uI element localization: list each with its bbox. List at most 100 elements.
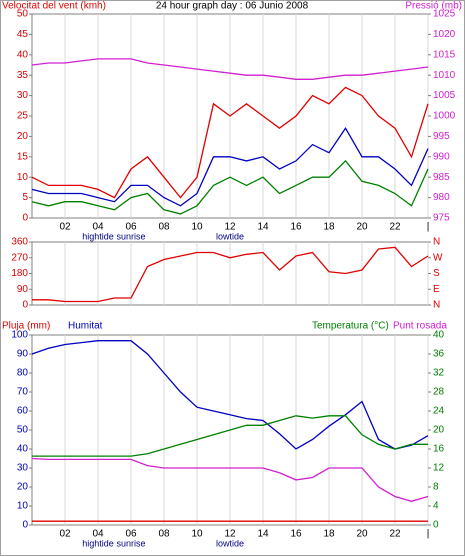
y2-tick-label: 1005 xyxy=(433,90,456,101)
y-tick-label: 180 xyxy=(11,268,28,279)
x-tick-label: 14 xyxy=(257,222,269,233)
x-tick-label: 18 xyxy=(323,222,335,233)
y-tick-label: 20 xyxy=(17,482,29,493)
y-tick-label: 5 xyxy=(22,192,28,203)
series-line xyxy=(31,86,429,199)
series-line xyxy=(31,457,429,502)
x-tick-label: 12 xyxy=(224,529,236,540)
x-tick-label: 20 xyxy=(356,222,368,233)
series-line xyxy=(32,415,428,457)
y-tick-label: 90 xyxy=(17,349,29,360)
x-tick-label: 22 xyxy=(389,222,401,233)
y-tick-label: 80 xyxy=(17,368,29,379)
y-tick-label: 15 xyxy=(17,151,29,162)
y-tick-label: 40 xyxy=(17,49,29,60)
x-tick-label: 04 xyxy=(92,529,104,540)
y2-tick-label: 980 xyxy=(433,192,450,203)
y2-tick-label: 24 xyxy=(433,406,445,417)
axis-label: Velocitat del vent (kmh) xyxy=(2,1,106,12)
x-tick-label: 12 xyxy=(224,222,236,233)
x-tick-label: 10 xyxy=(191,222,203,233)
y2-tick-label: 1000 xyxy=(433,111,456,122)
annotation: hightide xyxy=(82,538,114,548)
y2-tick-label: 985 xyxy=(433,172,450,183)
axis-label: Punt rosada xyxy=(393,321,447,332)
y-tick-label: 0 xyxy=(22,213,28,224)
y-tick-label: 10 xyxy=(17,501,29,512)
x-tick-label: 18 xyxy=(323,529,335,540)
x-tick-label: 06 xyxy=(125,529,137,540)
x-tick-label: 16 xyxy=(290,222,302,233)
annotation: lowtide xyxy=(216,231,244,241)
y-tick-label: 270 xyxy=(11,252,28,263)
y-tick-label: 0 xyxy=(22,520,28,531)
x-tick-label: 08 xyxy=(158,529,170,540)
y-tick-label: 30 xyxy=(17,463,29,474)
series-line xyxy=(32,246,429,303)
y2-tick-label: 20 xyxy=(433,425,445,436)
y-tick-label: 90 xyxy=(17,284,29,295)
y-tick-label: 20 xyxy=(17,131,29,142)
x-tick-label: 02 xyxy=(59,529,71,540)
axis-label: Pressió (mb) xyxy=(405,1,462,12)
x-tick-label: 14 xyxy=(257,529,269,540)
y-tick-label: 35 xyxy=(17,70,29,81)
y2-tick-label: N xyxy=(433,237,440,248)
series-line xyxy=(31,58,429,80)
x-tick-label: 20 xyxy=(356,529,368,540)
y2-tick-label: 36 xyxy=(433,349,445,360)
y-tick-label: 25 xyxy=(17,111,29,122)
annotation: hightide xyxy=(82,231,114,241)
y-tick-label: 70 xyxy=(17,387,29,398)
y2-tick-label: 1010 xyxy=(433,70,456,81)
y2-tick-label: 28 xyxy=(433,387,445,398)
axis-label: Temperatura (°C) xyxy=(312,321,389,332)
y2-tick-label: N xyxy=(433,300,440,311)
x-tick-label: 08 xyxy=(158,222,170,233)
y-tick-label: 40 xyxy=(17,444,29,455)
x-tick-label: 16 xyxy=(290,529,302,540)
y2-tick-label: 1020 xyxy=(433,29,456,40)
series-line xyxy=(31,340,429,450)
x-tick-label: | xyxy=(427,222,430,233)
y2-tick-label: 975 xyxy=(433,213,450,224)
y2-tick-label: 1025 xyxy=(433,9,456,20)
y2-tick-label: 0 xyxy=(433,520,439,531)
y2-tick-label: 990 xyxy=(433,151,450,162)
x-tick-label: 02 xyxy=(59,222,71,233)
y2-tick-label: 16 xyxy=(433,444,445,455)
y2-tick-label: W xyxy=(433,252,443,263)
x-tick-label: | xyxy=(427,529,430,540)
y-tick-label: 50 xyxy=(17,9,29,20)
y2-tick-label: 12 xyxy=(433,463,445,474)
y2-tick-label: 40 xyxy=(433,330,445,341)
y-tick-label: 45 xyxy=(17,29,29,40)
annotation: lowtide xyxy=(216,538,244,548)
y2-tick-label: S xyxy=(433,268,440,279)
y2-tick-label: 4 xyxy=(433,501,439,512)
y-tick-label: 0 xyxy=(22,300,28,311)
y-tick-label: 100 xyxy=(11,330,28,341)
y-tick-label: 360 xyxy=(11,237,28,248)
x-tick-label: 06 xyxy=(125,222,137,233)
annotation: sunrise xyxy=(116,231,145,241)
y-tick-label: 60 xyxy=(17,406,29,417)
y2-tick-label: 1015 xyxy=(433,49,456,60)
x-tick-label: 10 xyxy=(191,529,203,540)
y-tick-label: 30 xyxy=(17,90,29,101)
series-line xyxy=(31,159,429,215)
y2-tick-label: 8 xyxy=(433,482,439,493)
x-tick-label: 22 xyxy=(389,529,401,540)
y2-tick-label: 995 xyxy=(433,131,450,142)
y-tick-label: 10 xyxy=(17,172,29,183)
chart-title: 24 hour graph day : 06 Junio 2008 xyxy=(156,1,309,12)
series-line xyxy=(31,126,429,207)
axis-label: Humitat xyxy=(68,321,103,332)
axis-label: Pluja (mm) xyxy=(2,321,50,332)
y2-tick-label: E xyxy=(433,284,440,295)
y-tick-label: 50 xyxy=(17,425,29,436)
annotation: sunrise xyxy=(116,538,145,548)
x-tick-label: 04 xyxy=(92,222,104,233)
y2-tick-label: 32 xyxy=(433,368,445,379)
